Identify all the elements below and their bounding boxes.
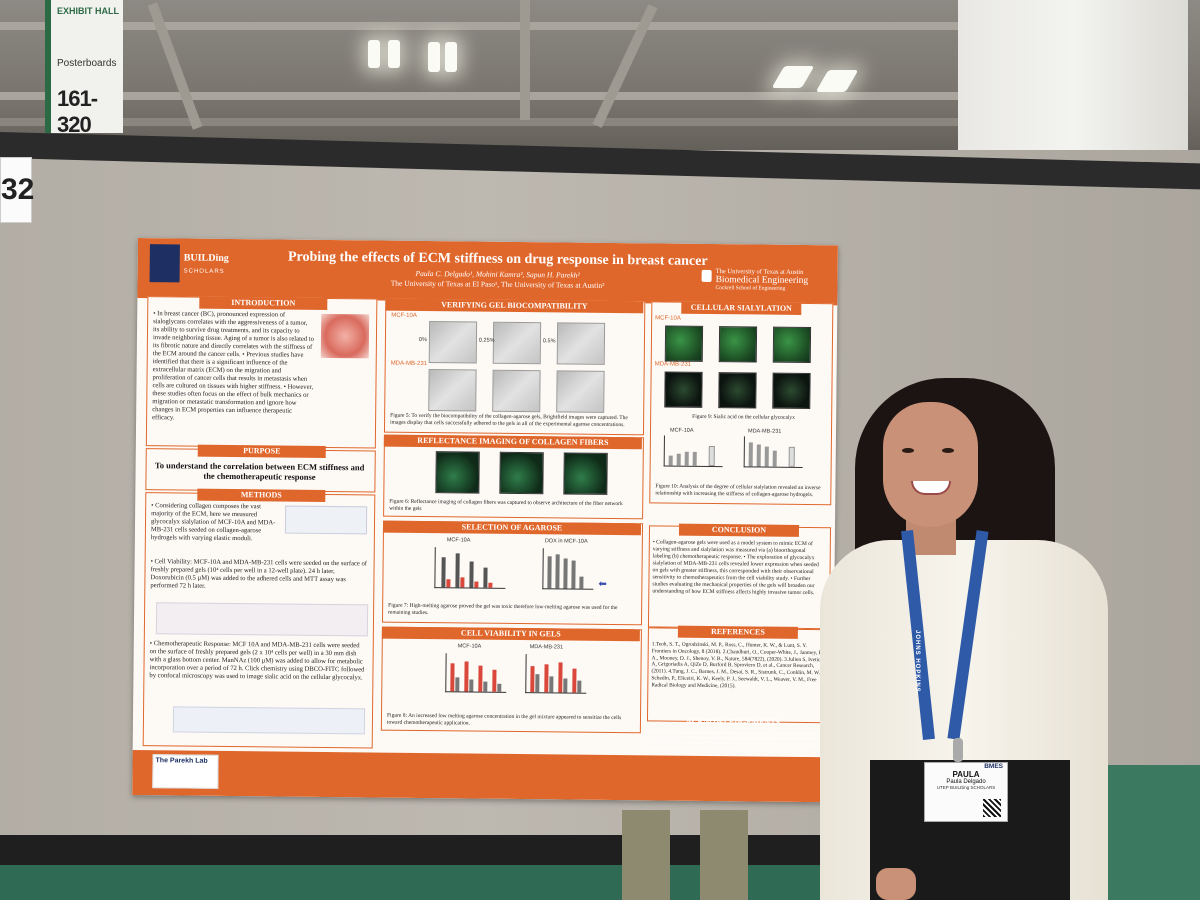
- figure8-caption: Figure 8: An increased low melting agaro…: [386, 712, 622, 727]
- qr-code-icon: [983, 799, 1001, 817]
- selection-plot1-title: MCF-10A: [446, 537, 471, 544]
- figure10-caption: Figure 10: Analysis of the degree of cel…: [655, 483, 821, 498]
- mtt-assay-diagram: [155, 602, 369, 637]
- visitor-legs: [622, 810, 752, 900]
- ceiling-truss: [0, 118, 960, 126]
- lanyard-text: JOHNS HOPKINS: [914, 630, 920, 693]
- fluorescence-image: [664, 325, 704, 362]
- verifying-row1: MCF-10A: [391, 312, 417, 319]
- viability-plot1: [445, 653, 507, 693]
- conclusion-heading: CONCLUSION: [678, 523, 800, 537]
- sialylation-row1: MCF-10A: [655, 315, 681, 322]
- hall-sign-line3: 161-320: [57, 86, 98, 137]
- brightfield-image: [428, 369, 477, 412]
- badge-org: BMES: [984, 763, 1003, 770]
- reflectance-image: [499, 451, 544, 495]
- conc-label: 0.25%: [478, 337, 495, 344]
- carpet: [1090, 765, 1200, 900]
- ceiling-duct: [958, 0, 1188, 175]
- building-logo: BUILDing SCHOLARS: [149, 244, 234, 285]
- parekh-lab-logo: The Parekh Lab: [152, 754, 219, 789]
- arrow-icon: ⬅: [598, 578, 607, 590]
- verifying-row2: MDA-MB-231: [390, 360, 428, 368]
- sialylation-plot1: [663, 435, 723, 468]
- board-number: 32: [0, 157, 34, 223]
- brightfield-image: [556, 322, 606, 365]
- viability-plot2-title: MDA-MB-231: [529, 644, 564, 651]
- conc-label: 0%: [418, 336, 427, 344]
- research-poster: BUILDing SCHOLARS Probing the effects of…: [132, 238, 838, 803]
- cancer-cell-illustration: [320, 313, 370, 359]
- references-heading: REFERENCES: [677, 625, 798, 639]
- methods-heading: METHODS: [197, 488, 326, 502]
- ceiling-light: [388, 40, 400, 68]
- brightfield-image: [556, 370, 605, 413]
- ceiling-light: [368, 40, 380, 68]
- acknowledgements-text: Research presented in this poster was su…: [646, 729, 823, 751]
- logo-sub: SCHOLARS: [183, 268, 225, 275]
- brightfield-image: [428, 321, 478, 364]
- ut-logo: The University of Texas at Austin Biomed…: [701, 268, 833, 292]
- presenter-face: [883, 402, 978, 527]
- ceiling-truss: [0, 22, 960, 30]
- badge-first-name: PAULA: [952, 770, 980, 779]
- purpose-heading: PURPOSE: [197, 444, 326, 458]
- sialylation-plot2: [743, 436, 803, 468]
- presenter-eye: [942, 448, 954, 453]
- badge-full-name: Paula Delgado: [946, 779, 986, 785]
- selection-plot2-title: DOX in MCF-10A: [544, 538, 588, 545]
- fluorescence-image: [772, 326, 812, 364]
- selection-plot2: [542, 548, 594, 590]
- selection-plot1: [434, 547, 506, 589]
- protocol-diagram: [284, 505, 368, 535]
- introduction-heading: INTRODUCTION: [199, 296, 328, 310]
- confocal-diagram: [172, 706, 366, 735]
- conclusion-text: • Collagen-agarose gels were used as a m…: [652, 539, 819, 597]
- ceiling-light: [445, 42, 457, 72]
- hall-sign: EXHIBIT HALL Posterboards 161-320: [45, 0, 123, 137]
- hall-sign-line2: Posterboards: [57, 58, 117, 69]
- sialylation-row2: MDA-MB-231: [654, 361, 692, 368]
- figure9-caption: Figure 9: Sialic acid on the cellular gl…: [692, 413, 795, 421]
- methods-text2: • Cell Viability: MCF-10A and MDA-MB-231…: [150, 558, 368, 590]
- viability-plot2: [525, 654, 587, 694]
- reflectance-image: [563, 452, 608, 495]
- fluorescence-image: [664, 371, 703, 408]
- fluorescence-image: [772, 372, 811, 410]
- presenter-eye: [902, 448, 914, 453]
- introduction-text: • In breast cancer (BC), pronounced expr…: [152, 310, 314, 422]
- conc-label: 0.5%: [542, 338, 556, 345]
- purpose-text: To understand the correlation between EC…: [154, 460, 365, 482]
- presenter-hand: [876, 868, 916, 900]
- reflectance-image: [435, 451, 480, 494]
- sialylation-plot1-title: MCF-10A: [669, 427, 694, 434]
- figure5-caption: Figure 5: To verify the biocompatibility…: [390, 412, 628, 428]
- methods-text1: • Considering collagen composes the vast…: [150, 502, 276, 543]
- acknowledgements-heading: ACKNOWLEDGEMENTS: [685, 716, 781, 727]
- logo-text: BUILDing: [183, 252, 229, 264]
- viability-plot1-title: MCF-10A: [457, 643, 482, 650]
- references-text: 1.Teoh, S. T., Ogrodzinski, M. P., Ross,…: [651, 641, 823, 690]
- figure7-caption: Figure 7: High-melting agarose proved th…: [388, 602, 618, 616]
- sialylation-plot2-title: MDA-MB-231: [747, 428, 782, 435]
- figure6-caption: Figure 6: Reflectance imaging of collage…: [389, 498, 623, 512]
- ceiling-light: [428, 42, 440, 72]
- name-badge: BMES PAULA Paula Delgado UTEP BUILDing S…: [924, 762, 1008, 822]
- hall-sign-line1: EXHIBIT HALL: [57, 6, 119, 16]
- brightfield-image: [492, 321, 542, 365]
- ceiling-truss: [0, 92, 960, 100]
- fluorescence-image: [718, 326, 758, 363]
- brightfield-image: [492, 369, 541, 413]
- badge-clip: [953, 738, 963, 762]
- sialylation-heading: CELLULAR SIALYLATION: [681, 301, 802, 315]
- seal-icon: [701, 269, 712, 283]
- methods-text3: • Chemotherapeutic Response: MCF 10A and…: [149, 640, 365, 682]
- fluorescence-image: [718, 372, 757, 409]
- institution-line3: Cockrell School of Engineering: [715, 285, 786, 292]
- badge-affiliation: UTEP BUILDing SCHOLARS: [936, 785, 996, 790]
- ceiling-beam: [520, 0, 530, 120]
- acknowledgements-band: [132, 749, 833, 803]
